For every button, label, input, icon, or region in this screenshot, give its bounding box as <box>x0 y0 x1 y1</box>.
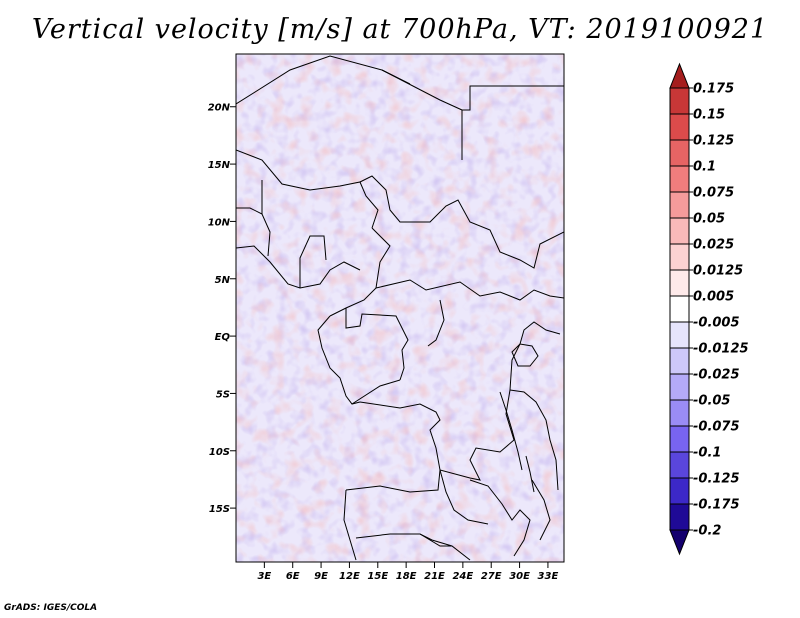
colorbar-label: 0.075 <box>693 186 734 201</box>
colorbar-label: 0.025 <box>693 238 734 253</box>
lon-label: 3E <box>257 571 271 582</box>
lon-label: 15E <box>367 571 388 582</box>
lat-label: 20N <box>208 103 231 114</box>
colorbar-label: -0.025 <box>693 368 740 383</box>
colorbar-segment <box>669 217 690 245</box>
colorbar-segment <box>669 295 690 323</box>
map-title: Vertical velocity [m/s] at 700hPa, VT: 2… <box>31 14 769 45</box>
country-borders <box>236 55 564 561</box>
colorbar-segment <box>669 243 690 271</box>
lat-label: 5S <box>216 389 230 400</box>
colorbar-label: -0.0125 <box>693 342 749 357</box>
colorbar-segment <box>669 113 690 141</box>
colorbar-bottom-arrow <box>669 529 690 556</box>
lon-label: 6E <box>286 571 300 582</box>
colorbar-label: -0.005 <box>693 316 740 331</box>
colorbar-label: -0.1 <box>693 446 721 461</box>
map-frame <box>235 53 565 563</box>
colorbar-segment <box>669 347 690 375</box>
lon-label: 30E <box>509 571 530 582</box>
lon-label: 27E <box>481 571 502 582</box>
colorbar-label: -0.2 <box>693 524 721 539</box>
lat-label: 10S <box>209 447 230 458</box>
colorbar-segment <box>669 425 690 453</box>
colorbar-label: 0.15 <box>693 108 725 123</box>
colorbar-segment <box>669 399 690 427</box>
colorbar-label: 0.05 <box>693 212 725 227</box>
colorbar-segment <box>669 139 690 167</box>
lat-label: 15S <box>209 504 230 515</box>
lon-label: 12E <box>339 571 360 582</box>
colorbar-top-arrow <box>669 62 690 89</box>
colorbar-segment <box>669 191 690 219</box>
colorbar-segment <box>669 321 690 349</box>
lon-label: 24E <box>452 571 473 582</box>
colorbar-segment <box>669 373 690 401</box>
colorbar-segment <box>669 269 690 297</box>
velocity-field <box>236 54 564 562</box>
colorbar-segment <box>669 477 690 505</box>
lon-label: 33E <box>538 571 559 582</box>
colorbar-label: 0.175 <box>693 82 734 97</box>
colorbar-label: -0.125 <box>693 472 740 487</box>
lat-label: EQ <box>215 332 231 343</box>
colorbar-label: 0.125 <box>693 134 734 149</box>
colorbar-segment <box>669 87 690 115</box>
lat-label: 10N <box>208 217 231 228</box>
lat-label: 5N <box>215 275 231 286</box>
lon-label: 21E <box>424 571 445 582</box>
colorbar-label: -0.075 <box>693 420 740 435</box>
colorbar-segment <box>669 503 690 531</box>
longitude-axis: 3E 6E 9E 12E 15E 18E 21E 24E 27E 30E 33E <box>257 562 558 582</box>
colorbar-label: -0.175 <box>693 498 740 513</box>
latitude-axis: 20N 15N 10N 5N EQ 5S 10S 15S <box>208 103 236 515</box>
colorbar-segment <box>669 165 690 193</box>
colorbar-label: 0.005 <box>693 290 734 305</box>
grads-credit: GrADS: IGES/COLA <box>4 603 98 613</box>
lon-label: 18E <box>396 571 417 582</box>
colorbar-label: 0.0125 <box>693 264 743 279</box>
colorbar: 0.175 0.15 0.125 0.1 0.075 0.05 0.025 0.0125 0.0… <box>669 62 749 556</box>
colorbar-label: -0.05 <box>693 394 730 409</box>
colorbar-segment <box>669 451 690 479</box>
lat-label: 15N <box>208 160 231 171</box>
colorbar-label: 0.1 <box>693 160 716 175</box>
lon-label: 9E <box>314 571 328 582</box>
